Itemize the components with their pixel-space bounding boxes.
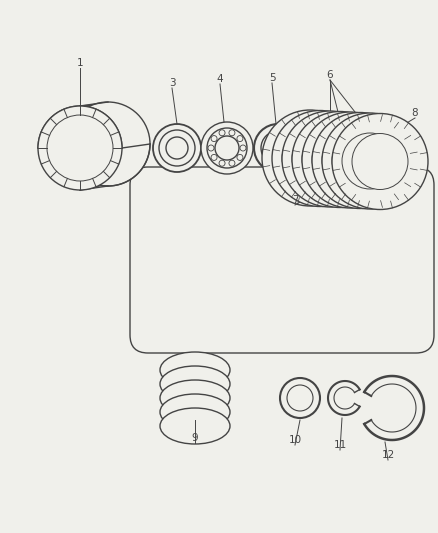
Ellipse shape bbox=[219, 130, 225, 136]
Ellipse shape bbox=[237, 135, 243, 142]
Ellipse shape bbox=[215, 136, 239, 160]
Text: 4: 4 bbox=[217, 74, 223, 84]
Ellipse shape bbox=[240, 145, 246, 151]
Ellipse shape bbox=[201, 122, 253, 174]
Text: 5: 5 bbox=[268, 73, 276, 83]
Text: 9: 9 bbox=[192, 433, 198, 443]
Ellipse shape bbox=[153, 124, 201, 172]
Ellipse shape bbox=[237, 155, 243, 160]
Ellipse shape bbox=[312, 112, 408, 208]
Ellipse shape bbox=[292, 131, 348, 187]
Ellipse shape bbox=[332, 133, 388, 189]
Text: 6: 6 bbox=[327, 70, 333, 80]
Ellipse shape bbox=[322, 132, 378, 188]
Ellipse shape bbox=[208, 145, 214, 151]
Text: 10: 10 bbox=[289, 435, 301, 445]
Ellipse shape bbox=[332, 114, 428, 209]
Text: 11: 11 bbox=[333, 440, 346, 450]
Ellipse shape bbox=[66, 102, 150, 186]
Ellipse shape bbox=[229, 130, 235, 136]
Ellipse shape bbox=[211, 135, 217, 142]
Ellipse shape bbox=[262, 110, 358, 206]
Ellipse shape bbox=[160, 366, 230, 402]
Ellipse shape bbox=[342, 133, 398, 189]
Ellipse shape bbox=[229, 160, 235, 166]
Ellipse shape bbox=[160, 380, 230, 416]
Ellipse shape bbox=[160, 408, 230, 444]
Ellipse shape bbox=[261, 131, 295, 165]
Ellipse shape bbox=[166, 137, 188, 159]
Ellipse shape bbox=[280, 378, 320, 418]
Ellipse shape bbox=[302, 112, 398, 208]
Text: 8: 8 bbox=[412, 108, 418, 118]
Ellipse shape bbox=[207, 128, 247, 168]
Ellipse shape bbox=[312, 132, 368, 188]
Ellipse shape bbox=[292, 111, 388, 207]
Ellipse shape bbox=[160, 394, 230, 430]
Ellipse shape bbox=[282, 130, 338, 186]
Ellipse shape bbox=[38, 106, 122, 190]
Ellipse shape bbox=[282, 111, 378, 207]
Text: 3: 3 bbox=[169, 78, 175, 88]
Ellipse shape bbox=[219, 160, 225, 166]
Ellipse shape bbox=[62, 130, 98, 166]
Ellipse shape bbox=[254, 124, 302, 172]
Ellipse shape bbox=[159, 130, 195, 166]
Text: 7: 7 bbox=[292, 195, 298, 205]
Ellipse shape bbox=[272, 110, 368, 206]
Ellipse shape bbox=[47, 115, 113, 181]
Ellipse shape bbox=[322, 113, 418, 209]
Ellipse shape bbox=[352, 133, 408, 190]
Ellipse shape bbox=[302, 131, 358, 187]
Ellipse shape bbox=[211, 155, 217, 160]
Text: 12: 12 bbox=[381, 450, 395, 460]
Ellipse shape bbox=[287, 385, 313, 411]
Text: 1: 1 bbox=[77, 58, 83, 68]
Ellipse shape bbox=[160, 352, 230, 388]
